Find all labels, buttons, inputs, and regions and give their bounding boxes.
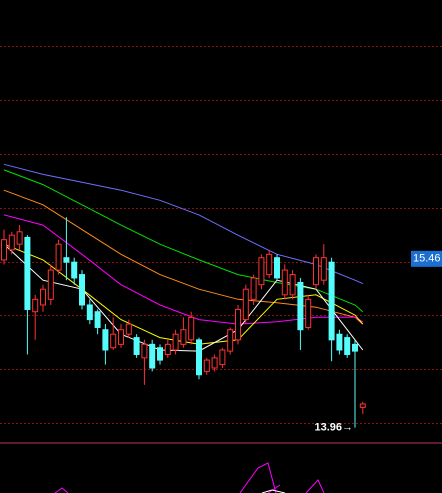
- price-tag-box: [411, 250, 442, 267]
- candle-body: [71, 261, 78, 279]
- indicator-lines: [261, 489, 286, 493]
- candle-body: [203, 359, 210, 372]
- low-label: 13.96→: [314, 422, 353, 434]
- candle-body: [297, 281, 304, 331]
- candle-body: [125, 323, 132, 335]
- candle-body: [16, 231, 23, 245]
- candle-body: [110, 333, 117, 349]
- candle-body: [149, 343, 156, 369]
- candle-body: [79, 274, 85, 306]
- candle-body: [102, 329, 109, 351]
- candle-body: [274, 257, 280, 279]
- candle-body: [32, 298, 39, 313]
- candle-body: [133, 337, 140, 355]
- candle-body: [47, 269, 54, 300]
- candle-body: [63, 257, 70, 263]
- indicator-lines: [54, 462, 325, 493]
- candle-body: [359, 403, 366, 408]
- candle-body: [305, 298, 312, 328]
- candle-body: [328, 261, 335, 341]
- candle-body: [196, 339, 202, 376]
- price-tag: 15.46: [413, 253, 441, 265]
- candle-body: [266, 253, 273, 276]
- candle-body: [118, 329, 124, 345]
- candle-body: [141, 343, 148, 359]
- candle-body: [250, 277, 257, 300]
- candle-body: [320, 257, 327, 281]
- candle-body: [55, 243, 62, 271]
- candle-body: [313, 257, 319, 286]
- candle-body: [1, 239, 7, 261]
- candle-body: [164, 343, 171, 355]
- candle-body: [211, 357, 218, 369]
- candle-body: [24, 236, 31, 310]
- candle-body: [336, 333, 343, 351]
- candle-body: [344, 337, 351, 355]
- candle-body: [94, 311, 101, 328]
- candle-body: [242, 288, 249, 321]
- candle-body: [289, 274, 296, 296]
- candle-body: [352, 343, 358, 352]
- candle-body: [157, 347, 163, 361]
- candle-body: [188, 316, 195, 341]
- candle-body: [281, 269, 288, 296]
- candle-body: [180, 329, 187, 345]
- candle-body: [40, 288, 46, 306]
- candle-body: [8, 234, 15, 251]
- candle-body: [86, 304, 93, 321]
- candle-body: [172, 333, 179, 351]
- candle-body: [219, 349, 226, 366]
- candle-body: [258, 257, 265, 286]
- candle-body: [235, 308, 241, 341]
- candle-body: [227, 329, 234, 352]
